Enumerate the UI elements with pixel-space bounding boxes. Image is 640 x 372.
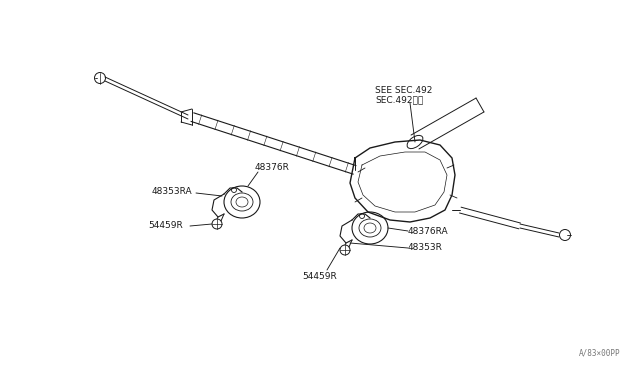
Text: SEE SEC.492: SEE SEC.492 bbox=[375, 86, 433, 95]
Text: 48376RA: 48376RA bbox=[408, 227, 449, 235]
Text: 54459R: 54459R bbox=[148, 221, 183, 231]
Text: 48353R: 48353R bbox=[408, 244, 443, 253]
Text: A/83×00PP: A/83×00PP bbox=[579, 349, 620, 358]
Text: 54459R: 54459R bbox=[303, 272, 337, 281]
Text: 48376R: 48376R bbox=[255, 163, 290, 172]
Text: 48353RA: 48353RA bbox=[152, 187, 193, 196]
Text: SEC.492参図: SEC.492参図 bbox=[375, 95, 423, 104]
